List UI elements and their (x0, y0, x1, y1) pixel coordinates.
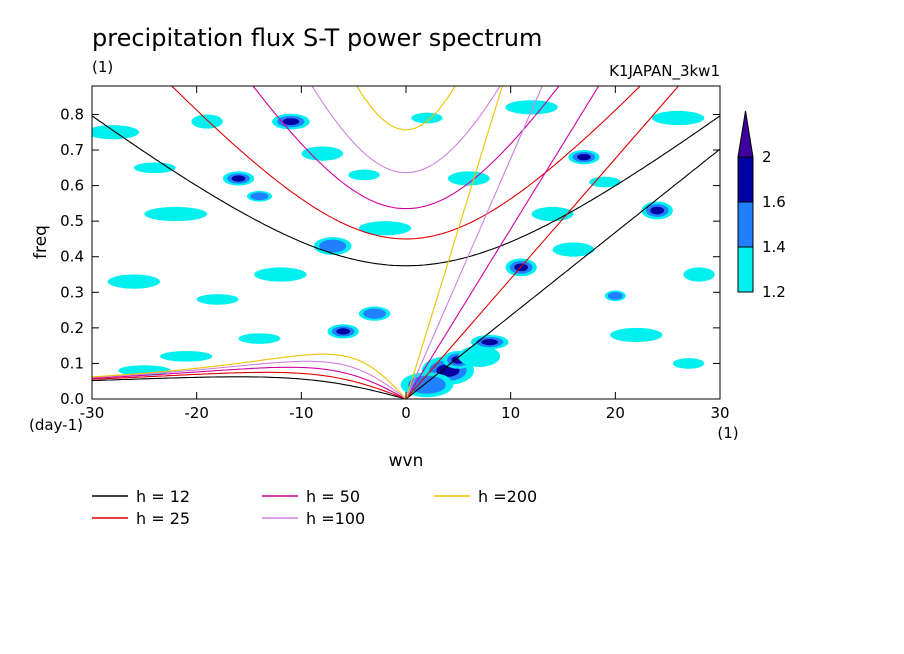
dispersion-kelvin-2 (405, 86, 600, 399)
chart-subtitle-right: K1JAPAN_3kw1 (609, 62, 720, 81)
contour-blob-3-level-2 (408, 375, 446, 394)
x-axis-unit: (1) (717, 424, 738, 442)
legend-label-2: h = 50 (306, 487, 360, 506)
contour-blob-14-level-2 (363, 308, 386, 319)
contour-blob-7-level-3 (231, 175, 246, 182)
colorbar-segment-1 (737, 201, 754, 248)
y-tick-label-4: 0.4 (60, 248, 84, 266)
dispersion-gravity-2 (252, 86, 560, 210)
dispersion-gravity-0 (92, 115, 720, 267)
axes: -30 -20 -10 0 10 20 30 0.0 0.1 0.2 0.3 0.4 0.5 0.6 0.7… (60, 85, 730, 422)
y-tick-label-5: 0.5 (60, 212, 84, 230)
contour-blob-30-level-1 (552, 242, 595, 257)
legend-label-4: h =200 (478, 487, 537, 506)
contour-blob-36-level-1 (672, 358, 705, 369)
contour-blob-6-level-3 (282, 118, 300, 126)
colorbar-arrow (737, 110, 754, 158)
contour-blob-31-level-1 (683, 267, 715, 282)
dispersion-gravity-3 (311, 86, 501, 174)
colorbar-segment-2 (737, 156, 754, 203)
y-tick-label-3: 0.3 (60, 283, 84, 301)
contour-blob-5-level-1 (191, 114, 223, 129)
y-tick-label-8: 0.8 (60, 105, 84, 123)
colorbar-label-2: 1.6 (762, 193, 786, 211)
legend: h = 12 h = 25 h = 50 h =100 h =200 (92, 487, 537, 528)
colorbar-label-1: 1.4 (762, 238, 786, 256)
legend-label-0: h = 12 (136, 487, 190, 506)
x-tick-label-5: 20 (606, 404, 625, 422)
contour-blob-22-level-1 (254, 267, 307, 282)
dispersion-rossby-3 (92, 360, 407, 399)
x-tick-label-1: -20 (184, 404, 209, 422)
contour-blob-32-level-1 (301, 146, 344, 161)
dispersion-gravity-1 (171, 86, 641, 240)
dispersion-kelvin-4 (405, 86, 503, 399)
contour-blob-17-level-1 (92, 125, 140, 140)
plot-contents (92, 86, 720, 399)
plot-area (92, 86, 720, 399)
x-tick-label-6: 30 (710, 404, 729, 422)
y-tick-label-7: 0.7 (60, 141, 84, 159)
dispersion-kelvin-1 (405, 86, 680, 399)
contour-blob-33-level-1 (411, 112, 443, 124)
x-tick-label-3: 0 (401, 404, 411, 422)
chart-title: precipitation flux S-T power spectrum (92, 24, 542, 52)
contour-blob-34-level-1 (531, 206, 574, 222)
x-tick-label-0: -30 (80, 404, 105, 422)
contour-blob-28-level-1 (160, 350, 213, 362)
contour-blob-4-level-1 (458, 345, 501, 367)
colorbar-label-3: 2 (762, 148, 772, 166)
contour-blob-11-level-3 (577, 154, 591, 161)
legend-label-1: h = 25 (136, 509, 190, 528)
dispersion-rossby-2 (92, 366, 407, 399)
contour-blob-8-level-2 (250, 192, 269, 201)
colorbar: 1.2 1.4 1.6 2 (737, 110, 786, 301)
dispersion-rossby-1 (92, 371, 407, 399)
y-axis-unit: (day-1) (29, 416, 83, 434)
contour-blob-15-level-3 (336, 328, 351, 335)
dispersion-kelvin-3 (405, 86, 543, 399)
contour-blob-37-level-1 (348, 169, 380, 181)
dispersion-rossby-0 (92, 376, 407, 399)
y-tick-label-6: 0.6 (60, 177, 84, 195)
contour-blob-21-level-1 (196, 294, 239, 305)
x-tick-label-4: 10 (501, 404, 520, 422)
contour-blob-9-level-2 (319, 239, 347, 253)
contour-blob-20-level-1 (107, 274, 161, 289)
dispersion-gravity-4 (356, 86, 456, 131)
plot-background (92, 86, 720, 399)
chart-subtitle-left: (1) (92, 58, 113, 76)
dispersion-kelvin-0 (405, 148, 720, 399)
x-axis-label: wvn (389, 451, 424, 471)
x-tick-label-2: -10 (289, 404, 314, 422)
contour-blob-26-level-1 (651, 110, 705, 126)
y-tick-label-1: 0.1 (60, 354, 84, 372)
contour-blob-16-level-3 (481, 338, 499, 346)
contour-blob-25-level-1 (505, 100, 558, 115)
y-axis-label: freq (31, 225, 51, 259)
colorbar-segment-0 (737, 246, 754, 293)
contour-blob-23-level-1 (358, 221, 412, 236)
y-tick-label-0: 0.0 (60, 390, 84, 408)
contour-blob-12-level-3 (650, 206, 665, 215)
colorbar-label-0: 1.2 (762, 283, 786, 301)
contour-blob-19-level-1 (144, 206, 208, 222)
legend-label-3: h =100 (306, 509, 365, 528)
contour-blob-29-level-1 (238, 333, 281, 344)
contour-blob-27-level-1 (610, 327, 663, 343)
contour-blob-13-level-2 (607, 292, 623, 300)
y-tick-label-2: 0.2 (60, 319, 84, 337)
dispersion-rossby-4 (92, 353, 407, 399)
